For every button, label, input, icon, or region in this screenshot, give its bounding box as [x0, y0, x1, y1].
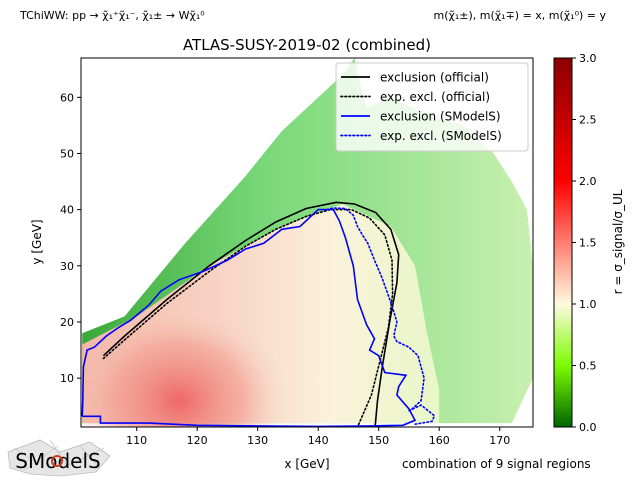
legend: exclusion (official) exp. excl. (official…: [335, 62, 529, 152]
colorbar-tick-label: 0.5: [579, 360, 597, 373]
mass-relation-label: m(χ̃₁±), m(χ̃₁∓) = x, m(χ̃₁⁰) = y: [434, 9, 607, 22]
colorbar-label: r = σ_signal/σ_UL: [611, 189, 625, 294]
y-tick-label: 20: [60, 316, 74, 329]
y-tick-label: 30: [60, 260, 74, 273]
y-tick-label: 60: [60, 91, 74, 104]
legend-label: exp. excl. (official): [380, 90, 490, 104]
signal-regions-note: combination of 9 signal regions: [402, 457, 591, 471]
contour-0: [102, 201, 400, 427]
contour-4: [326, 207, 425, 410]
process-label: TChiWW: pp → χ̃₁⁺χ̃₁⁻, χ̃₁± → Wχ̃₁⁰: [19, 9, 205, 22]
x-tick-label: 130: [247, 434, 268, 447]
colorbar-tick-label: 0.0: [579, 421, 597, 434]
legend-label: exclusion (official): [380, 71, 489, 85]
x-axis-label: x [GeV]: [284, 457, 329, 471]
contour-3: [408, 404, 436, 425]
colorbar-tick-label: 1.0: [579, 298, 597, 311]
x-tick-label: 120: [187, 434, 208, 447]
x-tick-label: 140: [308, 434, 329, 447]
legend-box: [335, 62, 529, 152]
colorbar-tick-label: 2.0: [579, 175, 597, 188]
contour-1: [102, 208, 394, 427]
colorbar-tick-label: 2.5: [579, 114, 597, 127]
x-axis: 110 120 130 140 150 160 170: [126, 427, 510, 447]
smodels-logo: SModelS: [7, 439, 111, 477]
colorbar-tick-label: 1.5: [579, 237, 597, 250]
y-axis: 10 20 30 40 50 60: [60, 91, 81, 385]
contour-lines: [81, 201, 436, 427]
colorbar-ticks: 0.0 0.5 1.0 1.5 2.0 2.5 3.0: [572, 52, 597, 434]
legend-label: exp. excl. (SModelS): [380, 129, 502, 143]
y-tick-label: 40: [60, 204, 74, 217]
x-tick-label: 170: [489, 434, 510, 447]
x-tick-label: 160: [429, 434, 450, 447]
logo-text: SModelS: [15, 449, 100, 473]
x-tick-label: 110: [126, 434, 147, 447]
chart-title: ATLAS-SUSY-2019-02 (combined): [183, 36, 431, 54]
heatmap-hotspot: [81, 305, 289, 427]
colorbar: [553, 57, 573, 428]
y-tick-label: 50: [60, 147, 74, 160]
legend-label: exclusion (SModelS): [380, 110, 501, 124]
colorbar-tick-label: 3.0: [579, 52, 597, 65]
y-tick-label: 10: [60, 372, 74, 385]
x-tick-label: 150: [368, 434, 389, 447]
y-axis-label: y [GeV]: [30, 219, 44, 264]
contour-2: [81, 208, 417, 427]
plot-frame: [80, 57, 534, 428]
